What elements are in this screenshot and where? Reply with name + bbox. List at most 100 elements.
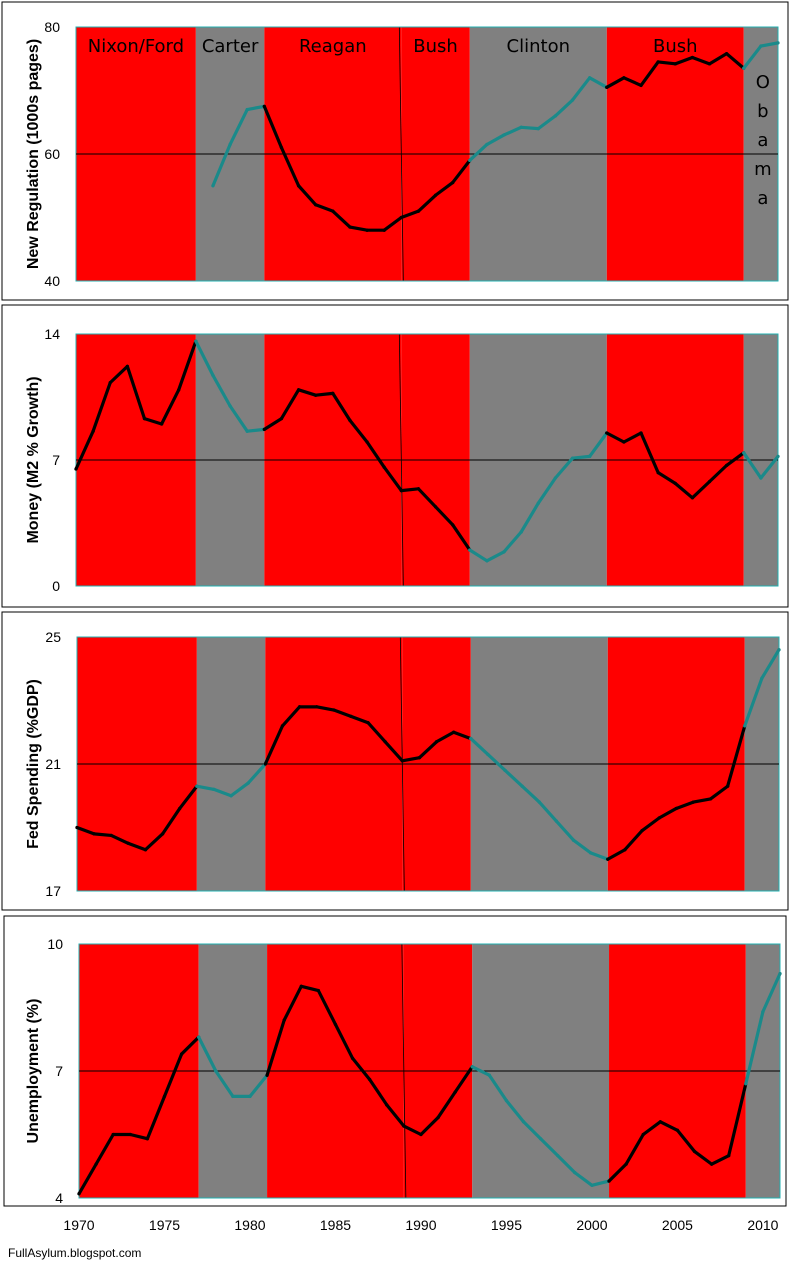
data-segment [502,125,523,137]
data-point [436,1115,440,1120]
data-segment [433,180,455,197]
data-segment [519,501,540,534]
data-segment [299,984,320,993]
data-segment [588,431,609,458]
data-segment [673,481,694,500]
data-point [316,988,320,993]
data-point [641,1132,645,1137]
data-point [161,832,165,836]
data-point [178,806,182,811]
data-segment [214,1069,235,1099]
data-segment [690,480,712,500]
data-point [504,1099,509,1103]
data-point [197,1035,201,1039]
data-segment [536,114,558,131]
data-segment [742,44,763,70]
data-point [142,417,147,421]
data-point [315,705,319,709]
data-segment [623,829,644,852]
data-segment [606,848,627,861]
data-segment [177,339,198,392]
data-point [675,1128,680,1132]
data-segment [402,1124,423,1137]
data-segment [710,1154,731,1166]
data-segment [365,440,386,469]
data-point [434,740,439,744]
y-tick-label: 14 [44,326,60,342]
presidency-label: Bush [413,36,458,57]
data-segment [400,756,422,763]
data-segment [282,984,303,1022]
data-segment [382,465,403,493]
data-segment [451,523,472,552]
data-segment [692,1149,714,1166]
data-segment [296,184,318,207]
data-point [416,209,421,213]
data-point [333,1022,338,1027]
data-point [92,832,96,836]
data-point [673,62,677,66]
data-segment [744,1010,765,1086]
data-point [708,797,713,801]
presidency-label-letter: m [754,159,772,180]
data-segment [333,1022,355,1060]
data-segment [143,832,165,852]
data-segment [316,988,338,1027]
data-point [656,60,660,64]
data-point [246,781,250,785]
data-segment [605,76,626,89]
data-segment [229,781,250,798]
data-point [279,146,284,150]
data-segment [521,1120,543,1141]
data-point [485,142,489,147]
x-tick-label: 2010 [747,1217,778,1233]
data-segment [212,787,233,798]
data-segment [486,752,507,772]
data-segment [570,454,592,460]
data-segment [434,730,456,744]
data-segment [74,429,95,471]
data-point [761,1010,765,1014]
data-point [348,418,352,422]
y-tick-label: 7 [52,452,60,468]
data-point [727,1154,731,1158]
data-segment [453,1065,474,1094]
data-point [573,1171,577,1175]
data-segment [502,530,523,554]
data-point [433,505,438,509]
data-point [622,440,626,444]
data-segment [383,740,404,763]
y-axis-label: New Regulation (1000s pages) [25,39,42,269]
data-segment [178,784,199,811]
data-point [94,1162,98,1166]
data-segment [108,364,129,385]
data-segment [570,76,592,102]
data-segment [179,1035,201,1056]
data-segment [571,838,593,855]
data-segment [419,1115,440,1137]
data-segment [416,487,438,509]
data-point [536,501,540,505]
data-segment [263,724,285,766]
presidency-label: Carter [202,36,259,57]
data-point [382,228,386,232]
data-segment [350,1056,372,1082]
data-point [194,339,198,343]
data-point [279,417,284,421]
data-point [503,768,507,772]
data-point [263,762,267,766]
data-point [726,784,730,788]
presidency-label-letter: a [757,188,768,209]
data-point [296,388,301,392]
data-point [228,404,232,408]
data-segment [385,1103,406,1128]
data-point [657,816,661,820]
data-point [605,431,609,435]
data-segment [622,76,643,88]
data-segment [248,1073,269,1099]
data-segment [690,55,712,66]
y-tick-label: 60 [44,146,60,162]
data-point [553,114,558,118]
data-segment [673,55,694,66]
